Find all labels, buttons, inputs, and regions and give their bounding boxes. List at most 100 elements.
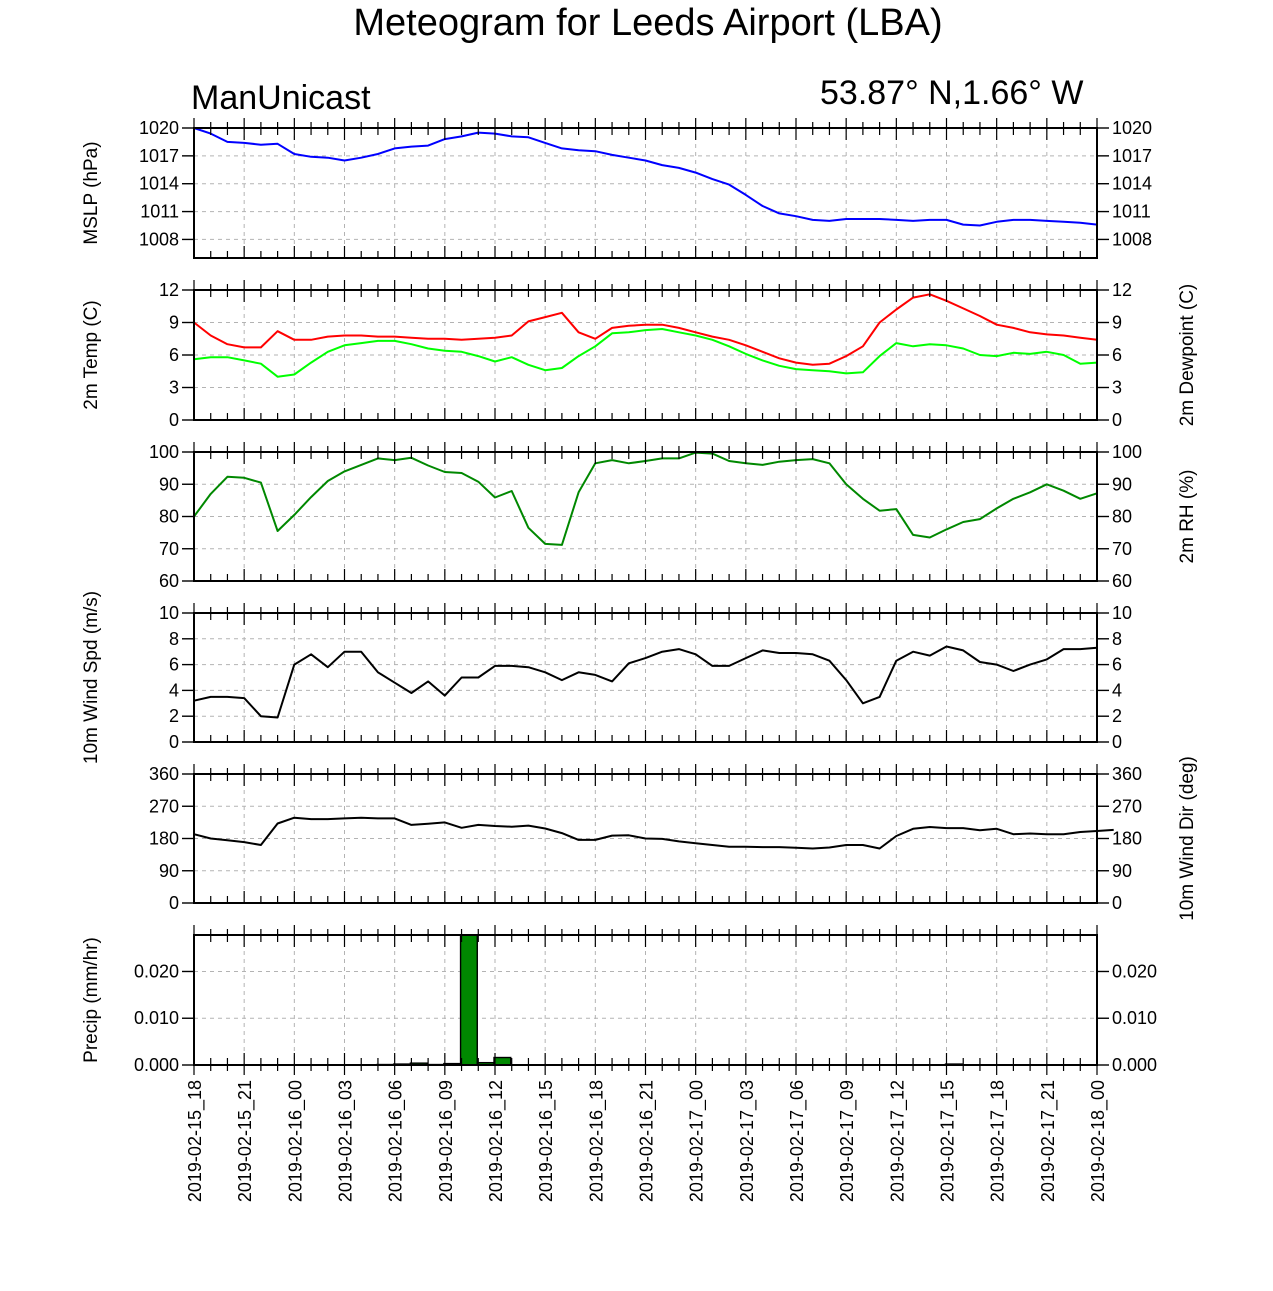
y-tick-label-right: 270 (1112, 796, 1142, 816)
x-tick-label: 2019-02-16_21 (637, 1080, 658, 1202)
series-line-wspd (193, 645, 1098, 719)
y-tick-label: 0.000 (134, 1055, 179, 1075)
y-tick-label-right: 0.010 (1112, 1008, 1157, 1028)
y-tick-label: 70 (159, 539, 179, 559)
x-tick-label: 2019-02-16_12 (486, 1080, 507, 1202)
y-tick-label-right: 9 (1112, 313, 1122, 333)
panel-rh: 60 60 70 70 80 80 90 90 100 100 2m RH (%) (149, 442, 1198, 591)
x-tick-label: 2019-02-16_15 (536, 1080, 557, 1202)
y-axis-label-left: 10m Wind Spd (m/s) (81, 591, 102, 764)
y-tick-label: 1014 (139, 174, 179, 194)
x-tick-label: 2019-02-15_18 (185, 1080, 206, 1202)
y-tick-label: 4 (169, 680, 179, 700)
y-tick-label-right: 1011 (1112, 202, 1151, 222)
y-tick-label: 80 (159, 507, 179, 527)
y-tick-label-right: 0.000 (1112, 1055, 1157, 1075)
precip-bar (493, 1056, 512, 1066)
y-tick-label-right: 90 (1112, 474, 1132, 494)
x-tick-label: 2019-02-17_00 (687, 1080, 708, 1202)
x-tick-label: 2019-02-16_06 (386, 1080, 407, 1202)
x-tick-label: 2019-02-16_03 (336, 1080, 357, 1202)
y-axis-label-right: 10m Wind Dir (deg) (1177, 756, 1198, 921)
y-tick-label: 1017 (139, 146, 179, 166)
y-tick-label-right: 80 (1112, 507, 1132, 527)
series-line-rh (193, 451, 1098, 546)
y-tick-label: 2 (169, 706, 179, 726)
y-tick-label: 0.020 (134, 961, 179, 981)
y-tick-label-right: 10 (1112, 603, 1132, 623)
y-tick-label: 180 (149, 829, 179, 849)
panel-wspd: 0 0 2 2 4 4 6 6 8 8 10 10 10m Wind Spd (m/s) (81, 591, 1132, 764)
y-tick-label: 3 (169, 378, 179, 398)
y-tick-label: 6 (169, 655, 179, 675)
y-tick-label: 90 (159, 474, 179, 494)
y-tick-label: 60 (159, 571, 179, 591)
y-tick-label-right: 0 (1112, 410, 1122, 430)
y-tick-label-right: 2 (1112, 706, 1122, 726)
y-tick-label-right: 1020 (1112, 118, 1152, 138)
y-axis-label-right: 2m RH (%) (1177, 470, 1198, 564)
y-tick-label: 90 (159, 861, 179, 881)
x-tick-labels: 2019-02-15_18 2019-02-15_21 2019-02-16_00 2… (185, 1080, 1109, 1202)
y-tick-label: 100 (149, 442, 179, 462)
x-tick-label: 2019-02-16_09 (436, 1080, 457, 1202)
y-tick-label-right: 1014 (1112, 174, 1152, 194)
y-tick-label: 0 (169, 410, 179, 430)
y-tick-label-right: 360 (1112, 764, 1142, 784)
y-tick-label: 6 (169, 345, 179, 365)
y-tick-label: 9 (169, 313, 179, 333)
x-tick-label: 2019-02-16_00 (285, 1080, 306, 1202)
y-axis-label-left: MSLP (hPa) (81, 141, 102, 244)
precip-bar (459, 934, 478, 1066)
panel-wdir: 0 0 90 90 180 180 270 270 360 360 10m Wind Dir (de… (149, 756, 1198, 921)
x-tick-label: 2019-02-17_09 (837, 1080, 858, 1202)
y-tick-label: 1011 (140, 202, 179, 222)
y-tick-label: 360 (149, 764, 179, 784)
y-tick-label-right: 1017 (1112, 146, 1152, 166)
y-tick-label-right: 3 (1112, 378, 1122, 398)
y-axis-label-left: Precip (mm/hr) (81, 937, 102, 1063)
x-tick-label: 2019-02-18_00 (1088, 1080, 1109, 1202)
x-tick-label: 2019-02-17_21 (1038, 1080, 1059, 1202)
y-tick-label-right: 12 (1112, 280, 1132, 300)
y-tick-label-right: 6 (1112, 655, 1122, 675)
x-tick-label: 2019-02-17_03 (737, 1080, 758, 1202)
y-tick-label: 0 (169, 893, 179, 913)
y-axis-label-right: 2m Dewpoint (C) (1177, 284, 1198, 427)
y-tick-label-right: 0.020 (1112, 961, 1157, 981)
x-tick-label: 2019-02-17_12 (887, 1080, 908, 1202)
y-tick-label-right: 4 (1112, 680, 1122, 700)
y-tick-label-right: 0 (1112, 893, 1122, 913)
y-tick-label: 0 (169, 732, 179, 752)
panel-temp: 0 0 3 3 6 6 9 9 12 12 2m Temp (C) 2m Dewpoint (C) (81, 280, 1198, 430)
x-tick-label: 2019-02-16_18 (586, 1080, 607, 1202)
panel-precip: 0.000 0.000 0.010 0.010 0.020 0.020 Precip (mm… (81, 925, 1157, 1075)
chart-title: Meteogram for Leeds Airport (LBA) (353, 2, 943, 44)
y-tick-label-right: 70 (1112, 539, 1132, 559)
y-tick-label: 1008 (139, 229, 179, 249)
y-tick-label-right: 60 (1112, 571, 1132, 591)
y-tick-label-right: 180 (1112, 829, 1142, 849)
y-tick-label-right: 1008 (1112, 229, 1152, 249)
series-line-wdir (193, 816, 1114, 850)
y-tick-label: 10 (159, 603, 179, 623)
location-label: 53.87° N,1.66° W (820, 74, 1084, 112)
y-tick-label-right: 8 (1112, 629, 1122, 649)
series-line-mslp (193, 127, 1098, 227)
model-label: ManUnicast (191, 79, 371, 117)
series-line-temp-1 (193, 328, 1098, 378)
panel-mslp: 1008 1008 1011 1011 1014 1014 1017 1017 1020 1020… (81, 118, 1152, 259)
x-tick-label: 2019-02-17_15 (938, 1080, 959, 1202)
y-tick-label: 0.010 (134, 1008, 179, 1028)
y-tick-label-right: 6 (1112, 345, 1122, 365)
y-tick-label: 12 (159, 280, 179, 300)
y-axis-label-left: 2m Temp (C) (81, 300, 102, 409)
y-tick-label-right: 100 (1112, 442, 1142, 462)
y-tick-label-right: 0 (1112, 732, 1122, 752)
y-tick-label: 8 (169, 629, 179, 649)
y-tick-label: 1020 (139, 118, 179, 138)
x-tick-label: 2019-02-17_18 (988, 1080, 1009, 1202)
y-tick-label: 270 (149, 796, 179, 816)
y-tick-label-right: 90 (1112, 861, 1132, 881)
